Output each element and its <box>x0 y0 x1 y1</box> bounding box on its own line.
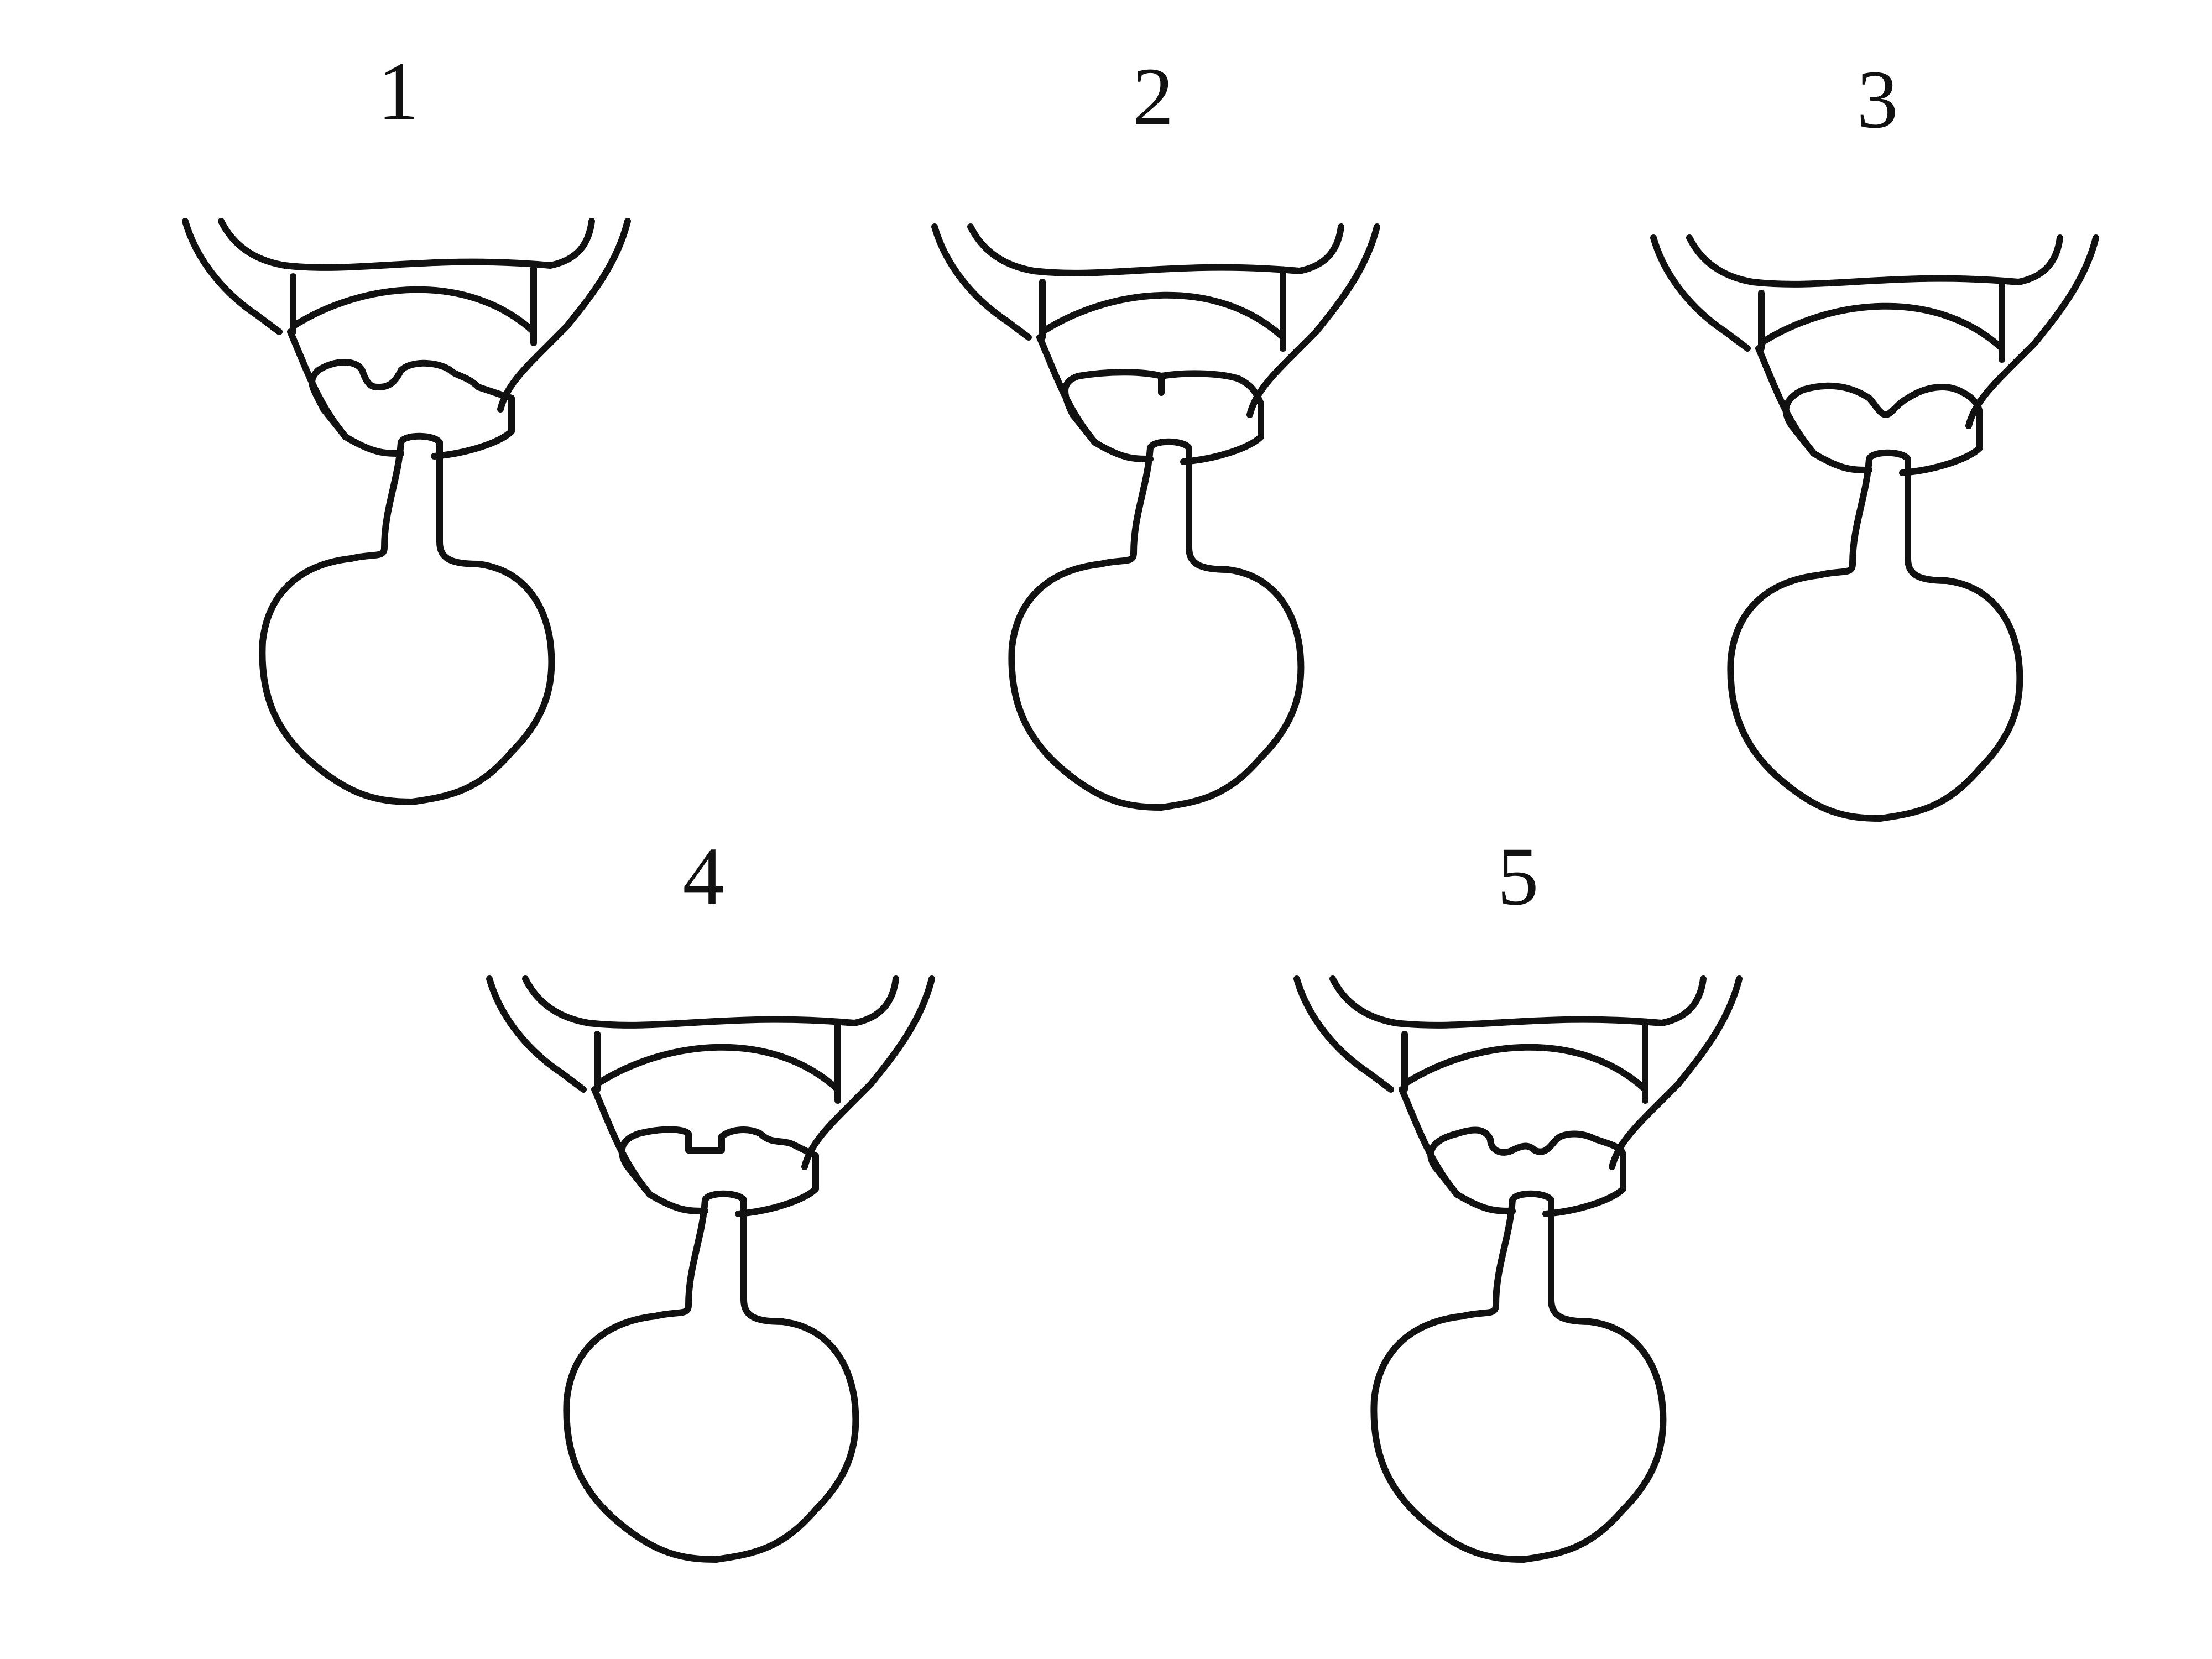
panel-2-drawing <box>935 227 1377 807</box>
panel-3-drawing <box>1653 238 2096 818</box>
panel-5-drawing <box>1297 979 1739 1559</box>
panel-label-3: 3 <box>1857 54 1898 145</box>
panel-1-drawing <box>185 221 628 802</box>
notch-5 <box>1427 1126 1626 1170</box>
panel-label-2: 2 <box>1133 51 1174 143</box>
panel-4-drawing <box>489 979 932 1559</box>
panel-label-1: 1 <box>378 45 419 137</box>
notch-1 <box>309 359 515 413</box>
panel-label-5: 5 <box>1498 831 1539 922</box>
panel-label-4: 4 <box>683 831 724 922</box>
notch-2 <box>1062 369 1264 418</box>
notch-4 <box>618 1126 819 1170</box>
notch-3 <box>1782 382 1983 429</box>
